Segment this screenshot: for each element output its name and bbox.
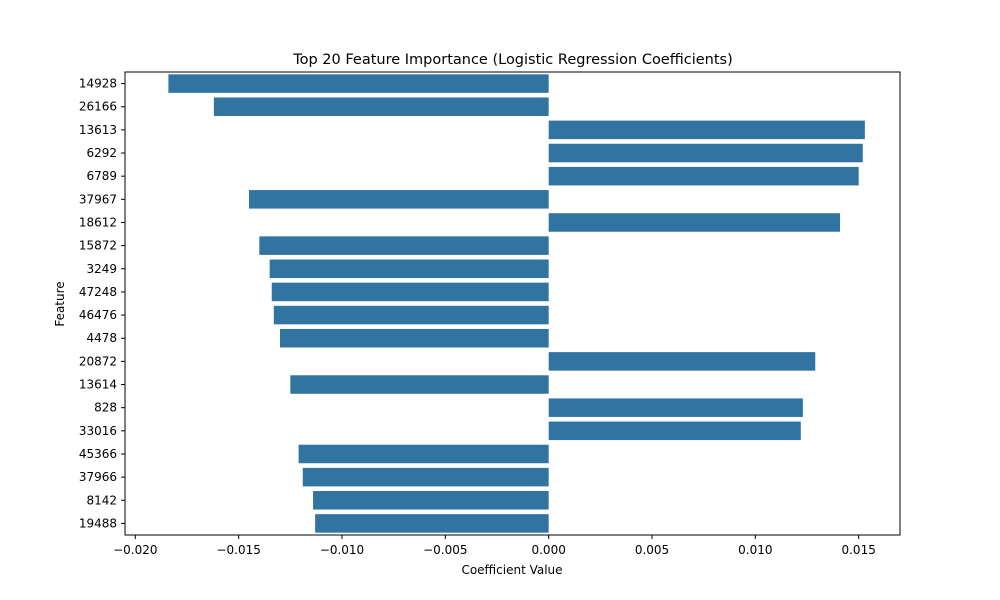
y-tick-label: 6292: [86, 146, 117, 160]
bar-13614: [290, 375, 549, 394]
y-axis-label: Feature: [53, 281, 67, 326]
y-tick-label: 26166: [79, 100, 117, 114]
y-tick-label: 37966: [79, 470, 117, 484]
bar-20872: [548, 352, 816, 371]
y-tick-label: 15872: [79, 239, 117, 253]
x-tick-label: 0.015: [841, 543, 875, 557]
y-tick-label: 19488: [79, 516, 117, 530]
y-tick-label: 14928: [79, 77, 117, 91]
y-tick-label: 46476: [79, 308, 117, 322]
y-tick-label: 3249: [86, 262, 117, 276]
x-tick-label: 0.010: [738, 543, 772, 557]
x-tick-label: −0.015: [216, 543, 260, 557]
y-tick-label: 33016: [79, 424, 117, 438]
chart-title: Top 20 Feature Importance (Logistic Regr…: [292, 52, 733, 68]
y-tick-label: 828: [94, 401, 117, 415]
bar-6292: [548, 143, 863, 163]
bar-3249: [269, 259, 549, 279]
bar-13613: [548, 120, 865, 140]
y-tick-label: 4478: [86, 331, 117, 345]
y-tick-label: 8142: [86, 493, 117, 507]
x-tick-label: −0.005: [423, 543, 467, 557]
y-tick-label: 45366: [79, 447, 117, 461]
y-tick-label: 13613: [79, 123, 117, 137]
bar-37967: [249, 190, 549, 209]
y-tick-label: 20872: [79, 354, 117, 368]
y-tick-label: 47248: [79, 285, 117, 299]
plot-frame: [124, 71, 901, 536]
bar-46476: [273, 305, 549, 325]
bar-45366: [298, 444, 549, 464]
bar-37966: [302, 467, 549, 487]
bar-18612: [548, 213, 841, 232]
x-axis: −0.020 −0.015 −0.010 −0.005 0.000 0.005 0.010 0…: [113, 535, 876, 557]
y-axis: 14928 26166 13613 6292 6789 37967 18612 15872 32…: [79, 77, 125, 530]
y-tick-label: 18612: [79, 215, 117, 229]
bars-group: [168, 74, 865, 533]
bar-33016: [548, 421, 801, 441]
bar-6789: [548, 166, 859, 186]
bar-47248: [271, 282, 549, 302]
y-tick-label: 37967: [79, 192, 117, 206]
x-tick-label: −0.020: [113, 543, 157, 557]
x-tick-label: −0.010: [320, 543, 364, 557]
bar-26166: [213, 97, 549, 116]
x-tick-label: 0.000: [531, 543, 565, 557]
bar-19488: [315, 514, 549, 533]
x-tick-label: 0.005: [635, 543, 669, 557]
bar-8142: [313, 491, 549, 510]
bar-4478: [280, 328, 549, 348]
bar-828: [548, 398, 803, 417]
x-axis-label: Coefficient Value: [461, 563, 562, 577]
y-tick-label: 6789: [86, 169, 117, 183]
y-tick-label: 13614: [79, 378, 117, 392]
bar-15872: [259, 236, 549, 255]
bar-14928: [168, 74, 549, 93]
